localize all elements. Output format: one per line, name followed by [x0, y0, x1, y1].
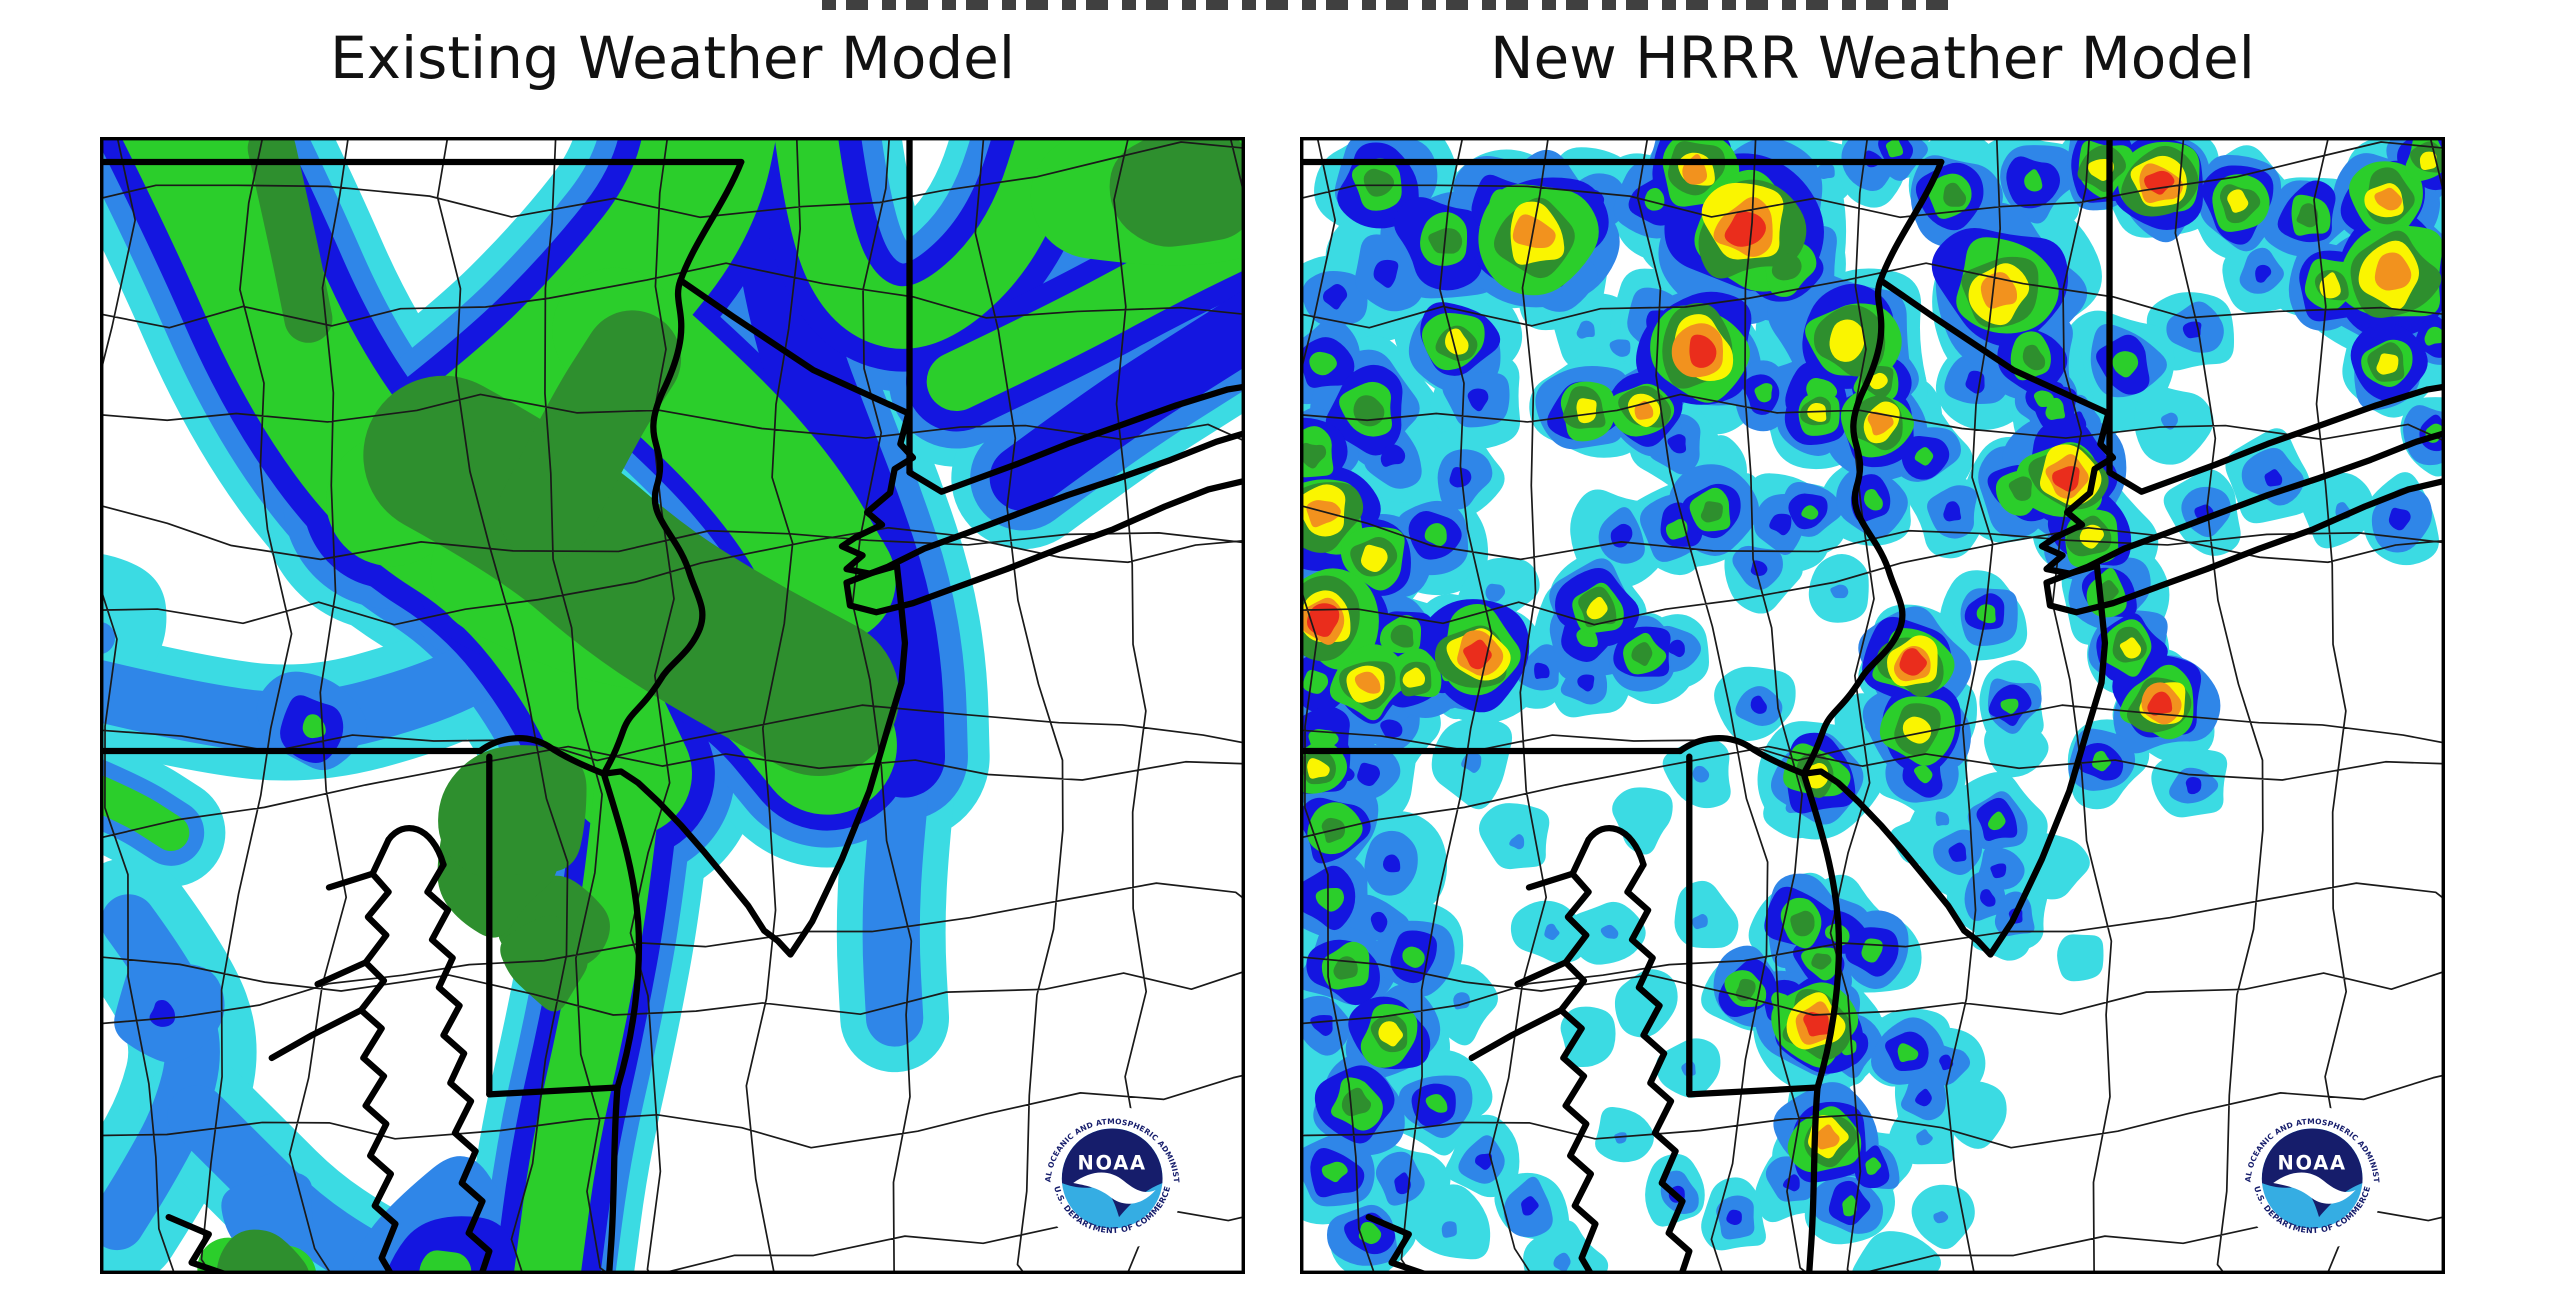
- panel-hrrr-model: New HRRR Weather Model: [1300, 0, 2445, 1304]
- panel-title-existing: Existing Weather Model: [330, 24, 1015, 92]
- map-border-existing: [100, 137, 1245, 1274]
- precipitation-layer-existing: [100, 137, 1245, 1274]
- map-hrrr-model: [1300, 137, 2445, 1274]
- cropped-header-text-remnant: [822, 0, 1962, 10]
- map-existing-model: [100, 137, 1245, 1274]
- noaa-logo-hrrr: [2239, 1106, 2386, 1252]
- panel-title-hrrr: New HRRR Weather Model: [1490, 24, 2255, 92]
- noaa-logo-existing: [1039, 1106, 1186, 1252]
- panel-existing-model: Existing Weather Model: [100, 0, 1245, 1304]
- map-border-hrrr: [1300, 137, 2445, 1274]
